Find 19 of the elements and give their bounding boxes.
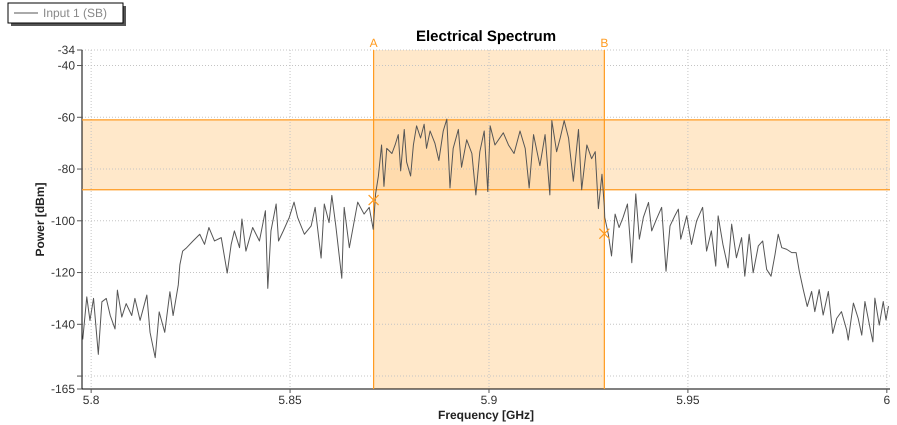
x-tick-label: 5.85 [278, 393, 302, 407]
ref-line-label: A [370, 36, 378, 50]
y-tick-label: -165 [50, 382, 76, 396]
y-tick-label: -120 [50, 266, 76, 280]
y-tick-label: -40 [58, 58, 76, 73]
x-axis-title: Frequency [GHz] [438, 408, 534, 422]
y-tick-label: -80 [58, 162, 76, 176]
x-tick-label: 5.8 [82, 393, 100, 407]
y-axis-title: Power [dBm] [33, 182, 47, 257]
x-tick-label: 5.95 [676, 393, 700, 407]
chart-title: Electrical Spectrum [416, 28, 556, 45]
y-tick-label: -140 [50, 318, 76, 332]
ref-line-label: B [600, 36, 608, 50]
y-tick-label: -100 [50, 214, 76, 228]
y-tick-label: -60 [58, 110, 76, 124]
x-tick-label: 5.9 [480, 393, 498, 407]
y-tick-label: -34 [58, 43, 76, 58]
x-tick-label: 6 [883, 393, 890, 407]
legend-label: Input 1 (SB) [43, 6, 108, 20]
